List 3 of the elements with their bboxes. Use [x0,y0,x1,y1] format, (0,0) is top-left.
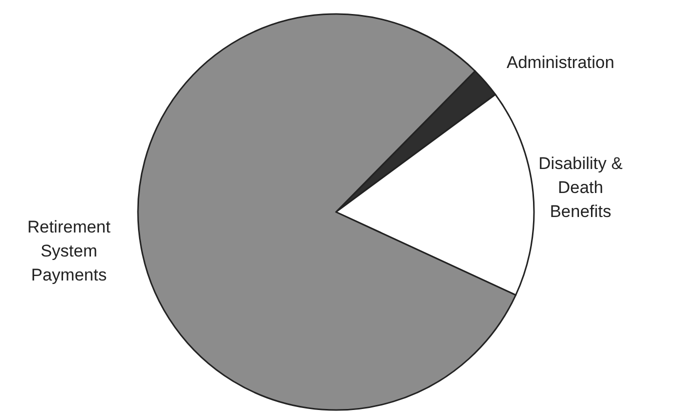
slice-label: Administration [506,54,614,73]
slice-label: Retirement System Payments [27,218,111,285]
slice-label: Disability & Death Benefits [538,154,624,222]
